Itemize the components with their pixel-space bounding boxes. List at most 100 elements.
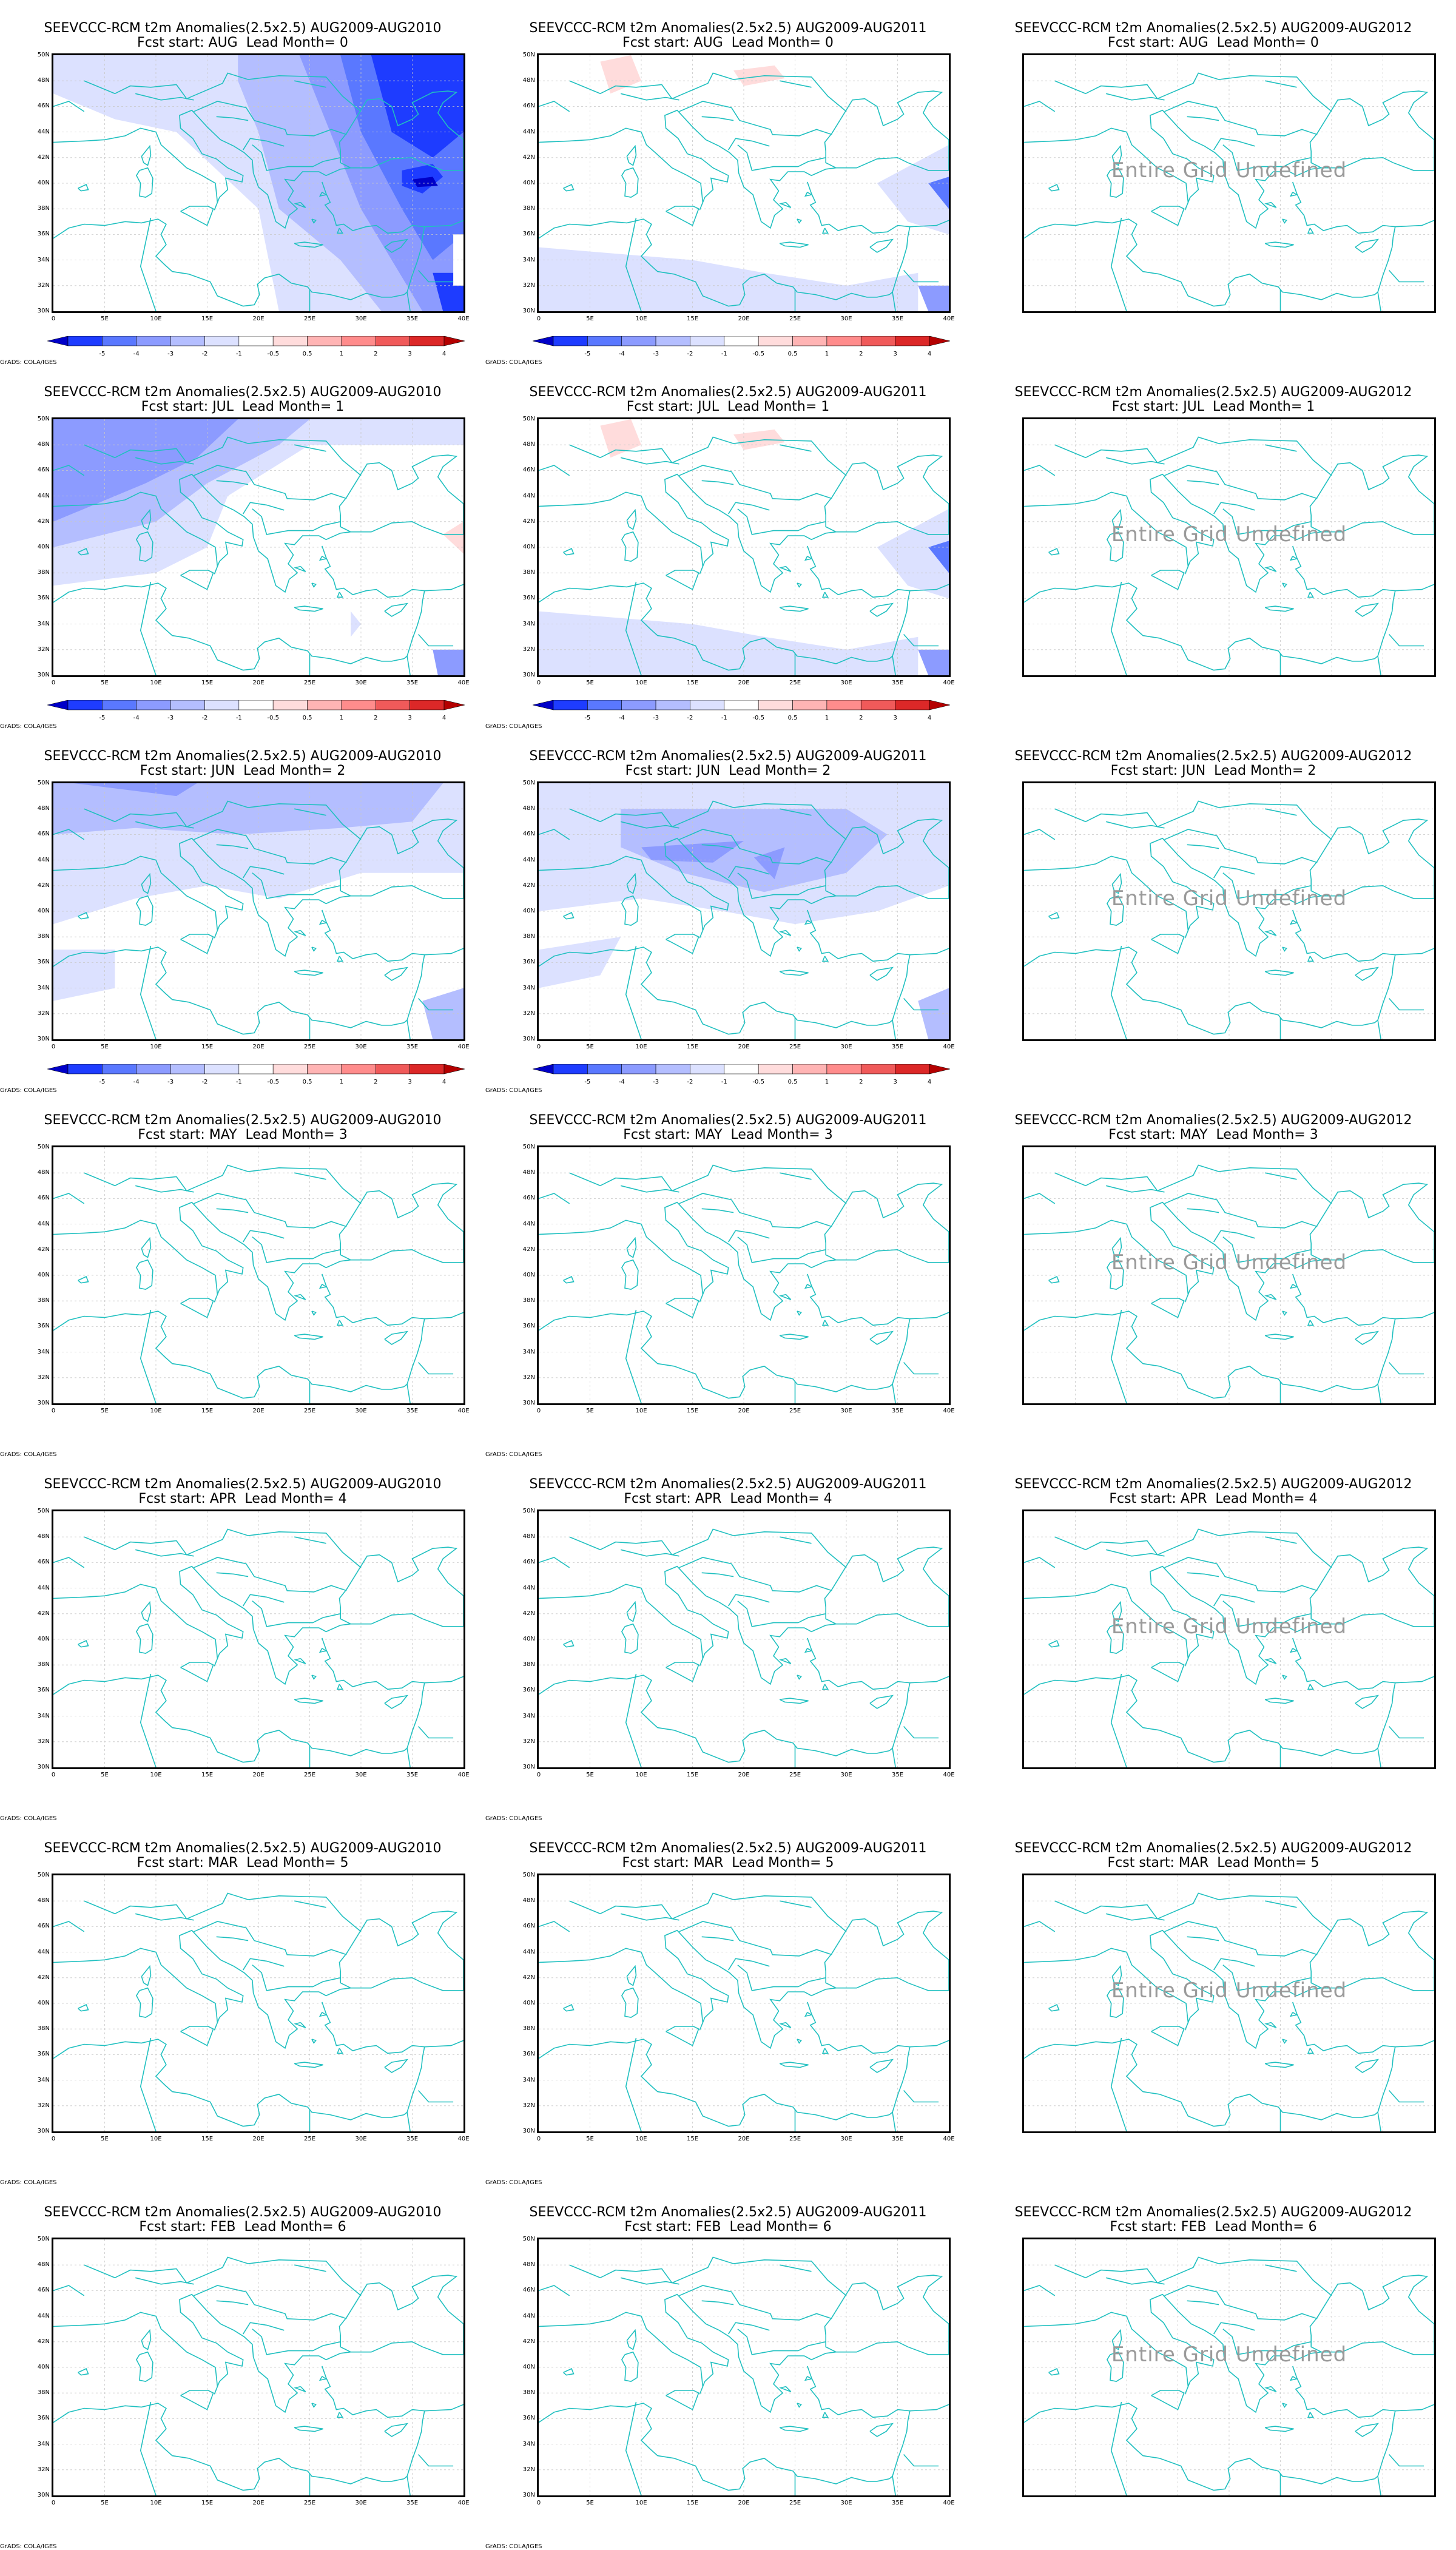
panel-subtitle: Fcst start: AUG Lead Month= 0 <box>1108 35 1319 50</box>
coastline <box>1106 1185 1165 1193</box>
colorbar-label: 0.5 <box>788 351 798 357</box>
panel-title: SEEVCCC-RCM t2m Anomalies(2.5x2.5) AUG20… <box>529 2205 927 2220</box>
colorbar-label: -1 <box>236 715 242 721</box>
coastline <box>406 1384 411 1403</box>
coastline <box>621 1987 639 2019</box>
coastline <box>424 948 463 956</box>
map-frame <box>537 2238 951 2497</box>
colorbar-segment <box>67 336 103 346</box>
latitude-label: 50N <box>522 1144 535 1150</box>
coastline <box>1024 2285 1056 2296</box>
longitude-label: 10E <box>635 1772 647 1778</box>
coastline <box>1164 829 1318 865</box>
coastline <box>294 1658 306 1664</box>
coastline <box>779 241 809 248</box>
coastline <box>626 2329 637 2350</box>
colorbar-label: -5 <box>584 715 590 721</box>
coastline <box>141 144 152 166</box>
colorbar-segment <box>860 336 895 346</box>
coastline <box>53 2039 405 2127</box>
latitude-label: 48N <box>37 2261 50 2268</box>
map-panel: SEEVCCC-RCM t2m Anomalies(2.5x2.5) AUG20… <box>971 1092 1456 1456</box>
coastline <box>1164 1557 1318 1593</box>
coastline <box>1321 885 1434 899</box>
panel-title: SEEVCCC-RCM t2m Anomalies(2.5x2.5) AUG20… <box>529 21 927 36</box>
coastline <box>1265 2264 1297 2272</box>
latitude-label: 36N <box>522 959 535 966</box>
map-panel: SEEVCCC-RCM t2m Anomalies(2.5x2.5) AUG20… <box>485 1820 971 2186</box>
colorbar-label: -4 <box>619 715 625 721</box>
colorbar-segment <box>792 700 827 710</box>
longitude-label: 15E <box>686 2136 699 2142</box>
coastline <box>1213 502 1255 514</box>
colorbar-label: -2 <box>687 1079 693 1085</box>
panel-title: SEEVCCC-RCM t2m Anomalies(2.5x2.5) AUG20… <box>44 385 442 400</box>
coastline <box>1222 872 1312 899</box>
panel-subtitle: Fcst start: APR Lead Month= 4 <box>1109 1491 1318 1506</box>
coastline <box>563 2368 575 2376</box>
coastline <box>621 895 639 926</box>
colorbar-segment <box>238 700 274 710</box>
panel-title: SEEVCCC-RCM t2m Anomalies(2.5x2.5) AUG20… <box>529 749 927 764</box>
latitude-label: 46N <box>522 2287 535 2294</box>
coastline <box>406 1748 411 1767</box>
coastline <box>194 1193 347 1229</box>
coastline <box>1222 2329 1312 2355</box>
coastline <box>1389 2454 1424 2467</box>
latitude-label: 48N <box>522 441 535 448</box>
latitude-label: 32N <box>37 2102 50 2109</box>
colorbar-segment <box>553 700 588 710</box>
coastline <box>84 1164 362 1204</box>
longitude-label: 35E <box>891 2500 904 2506</box>
map-frame: Entire Grid Undefined <box>1022 1145 1436 1405</box>
coastline <box>252 2329 341 2355</box>
latitude-label: 50N <box>37 52 50 58</box>
coastline <box>140 217 157 311</box>
coastline <box>1321 1977 1434 1991</box>
coastline <box>140 1309 157 1403</box>
coastline <box>666 570 699 590</box>
coastline <box>903 997 939 1011</box>
longitude-label: 35E <box>406 315 419 322</box>
longitude-label: 15E <box>201 315 214 322</box>
colorbar-label: -5 <box>99 715 105 721</box>
coastline <box>1054 2256 1332 2296</box>
map-panel: SEEVCCC-RCM t2m Anomalies(2.5x2.5) AUG20… <box>485 0 971 366</box>
coastline <box>406 656 411 675</box>
coastline <box>625 217 642 311</box>
coastline <box>322 2366 425 2480</box>
colorbar-segment <box>553 1064 588 1074</box>
colorbar-label: -0.5 <box>267 715 279 721</box>
coastline <box>621 1913 679 1921</box>
colorbar-label: -3 <box>167 715 174 721</box>
coastline <box>294 929 306 936</box>
coastline <box>892 1384 896 1403</box>
coastline <box>1054 800 1332 840</box>
colorbar-segment <box>238 1064 274 1074</box>
longitude-label: 0 <box>536 2500 541 2506</box>
coastline <box>909 948 949 956</box>
coastline <box>1292 2002 1396 2116</box>
colorbar-label: -0.5 <box>752 1079 764 1085</box>
map-frame <box>537 1874 951 2133</box>
latitude-label: 50N <box>37 1872 50 1878</box>
coastline <box>679 1921 832 1957</box>
longitude-label: 30E <box>355 2136 367 2142</box>
latitude-label: 46N <box>522 1195 535 1202</box>
coastline <box>563 1640 575 1648</box>
longitude-label: 20E <box>738 1772 750 1778</box>
coastline <box>243 866 285 879</box>
colorbar-label: -1 <box>236 351 242 357</box>
longitude-label: 10E <box>635 1408 647 1414</box>
coastline <box>625 581 642 675</box>
colorbar-segment <box>47 336 69 346</box>
latitude-label: 34N <box>522 256 535 263</box>
colorbar-label: 0.5 <box>303 715 312 721</box>
map-frame: Entire Grid Undefined <box>1022 53 1436 313</box>
coastline <box>539 218 890 307</box>
coastline <box>807 909 911 1024</box>
coastline <box>821 2048 829 2054</box>
latitude-label: 34N <box>522 984 535 991</box>
longitude-label: 20E <box>738 2500 750 2506</box>
coastline <box>53 1547 463 1685</box>
